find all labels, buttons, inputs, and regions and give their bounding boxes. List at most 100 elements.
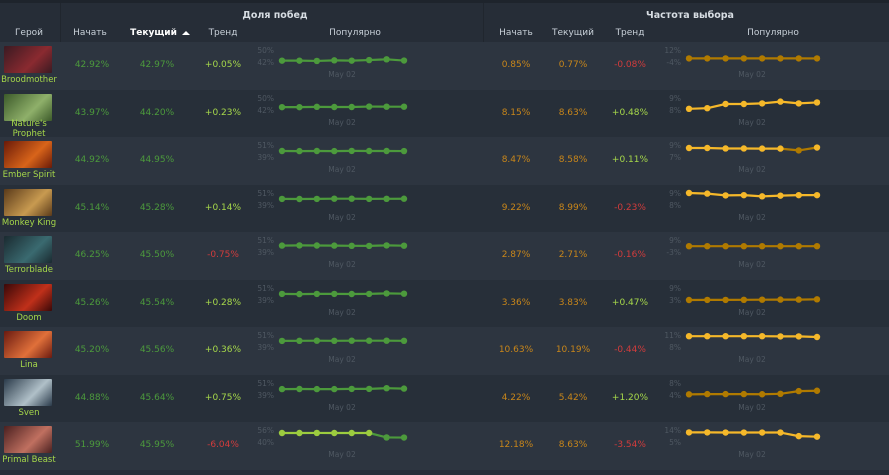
trend-point[interactable]: [722, 429, 729, 436]
trend-point[interactable]: [313, 57, 321, 65]
trend-point[interactable]: [722, 390, 729, 397]
trend-point[interactable]: [704, 333, 711, 340]
trend-point[interactable]: [383, 195, 390, 202]
hero-portrait[interactable]: [4, 283, 52, 311]
trend-point[interactable]: [740, 296, 748, 303]
trend-point[interactable]: [331, 429, 338, 437]
trend-point[interactable]: [365, 429, 373, 437]
trend-point[interactable]: [795, 295, 802, 303]
trend-point[interactable]: [758, 145, 766, 152]
trend-point[interactable]: [704, 429, 711, 436]
trend-point[interactable]: [296, 195, 303, 202]
trend-point[interactable]: [296, 385, 303, 392]
trend-point[interactable]: [348, 147, 355, 155]
hero-portrait[interactable]: [4, 141, 52, 168]
trend-point[interactable]: [740, 100, 748, 107]
hero-portrait[interactable]: [4, 426, 52, 453]
trend-point[interactable]: [400, 434, 408, 441]
trend-point[interactable]: [278, 147, 286, 155]
trend-point[interactable]: [795, 99, 802, 107]
trend-point[interactable]: [740, 333, 748, 340]
col-win-start[interactable]: Начать: [73, 28, 107, 38]
trend-point[interactable]: [400, 242, 408, 249]
trend-point[interactable]: [758, 296, 766, 303]
trend-point[interactable]: [313, 195, 321, 202]
trend-point[interactable]: [365, 56, 373, 64]
trend-point[interactable]: [296, 337, 303, 344]
trend-point[interactable]: [278, 103, 286, 110]
trend-point[interactable]: [348, 385, 355, 392]
hero-portrait[interactable]: [4, 236, 52, 263]
trend-point[interactable]: [740, 243, 748, 250]
trend-point[interactable]: [685, 429, 693, 436]
trend-point[interactable]: [813, 433, 821, 440]
trend-point[interactable]: [348, 195, 355, 202]
trend-point[interactable]: [331, 147, 338, 155]
trend-point[interactable]: [685, 144, 693, 152]
trend-point[interactable]: [685, 243, 693, 250]
trend-point[interactable]: [704, 243, 711, 250]
trend-point[interactable]: [348, 337, 355, 344]
trend-point[interactable]: [777, 97, 784, 105]
trend-point[interactable]: [795, 432, 802, 440]
col-win-popular[interactable]: Популярно: [329, 28, 381, 38]
trend-point[interactable]: [704, 390, 711, 397]
trend-point[interactable]: [278, 290, 286, 297]
trend-point[interactable]: [740, 55, 748, 62]
trend-point[interactable]: [278, 57, 286, 64]
trend-point[interactable]: [758, 192, 766, 200]
trend-point[interactable]: [383, 103, 390, 110]
trend-point[interactable]: [813, 295, 821, 302]
hero-name[interactable]: Terrorblade: [5, 265, 53, 275]
trend-point[interactable]: [813, 144, 821, 151]
hero-portrait[interactable]: [4, 378, 52, 406]
trend-point[interactable]: [722, 145, 729, 152]
trend-point[interactable]: [296, 103, 303, 110]
trend-point[interactable]: [777, 145, 784, 152]
hero-name[interactable]: Primal Beast: [2, 455, 56, 465]
col-pick-start[interactable]: Начать: [499, 28, 533, 38]
trend-point[interactable]: [722, 100, 729, 107]
trend-point[interactable]: [758, 390, 766, 397]
trend-point[interactable]: [758, 243, 766, 250]
trend-point[interactable]: [777, 55, 784, 62]
trend-point[interactable]: [365, 290, 373, 297]
trend-point[interactable]: [331, 337, 338, 344]
trend-point[interactable]: [813, 191, 821, 198]
trend-point[interactable]: [777, 429, 784, 436]
trend-point[interactable]: [348, 57, 355, 64]
trend-point[interactable]: [383, 337, 390, 344]
trend-point[interactable]: [813, 333, 821, 341]
trend-point[interactable]: [795, 333, 802, 340]
trend-point[interactable]: [296, 242, 303, 249]
trend-point[interactable]: [400, 147, 408, 155]
trend-point[interactable]: [722, 296, 729, 303]
hero-portrait[interactable]: [4, 331, 52, 358]
trend-point[interactable]: [383, 289, 390, 297]
trend-point[interactable]: [365, 242, 373, 250]
trend-point[interactable]: [777, 243, 784, 250]
col-pick-popular[interactable]: Популярно: [747, 28, 799, 38]
trend-point[interactable]: [777, 333, 784, 340]
trend-point[interactable]: [313, 385, 321, 392]
trend-point[interactable]: [313, 290, 321, 297]
trend-point[interactable]: [400, 57, 408, 64]
trend-point[interactable]: [383, 242, 390, 249]
trend-point[interactable]: [740, 145, 748, 152]
hero-portrait[interactable]: [4, 188, 52, 216]
hero-name[interactable]: Ember Spirit: [2, 170, 56, 180]
trend-point[interactable]: [348, 242, 355, 249]
trend-point[interactable]: [813, 98, 821, 106]
trend-point[interactable]: [685, 55, 693, 62]
trend-point[interactable]: [278, 429, 286, 437]
trend-point[interactable]: [348, 290, 355, 297]
trend-point[interactable]: [296, 290, 303, 297]
trend-point[interactable]: [331, 195, 338, 202]
trend-point[interactable]: [813, 387, 821, 394]
trend-point[interactable]: [400, 337, 408, 344]
trend-point[interactable]: [383, 56, 390, 63]
trend-point[interactable]: [795, 243, 802, 250]
col-win-trend[interactable]: Тренд: [208, 28, 238, 38]
trend-point[interactable]: [777, 191, 784, 199]
trend-point[interactable]: [331, 290, 338, 297]
